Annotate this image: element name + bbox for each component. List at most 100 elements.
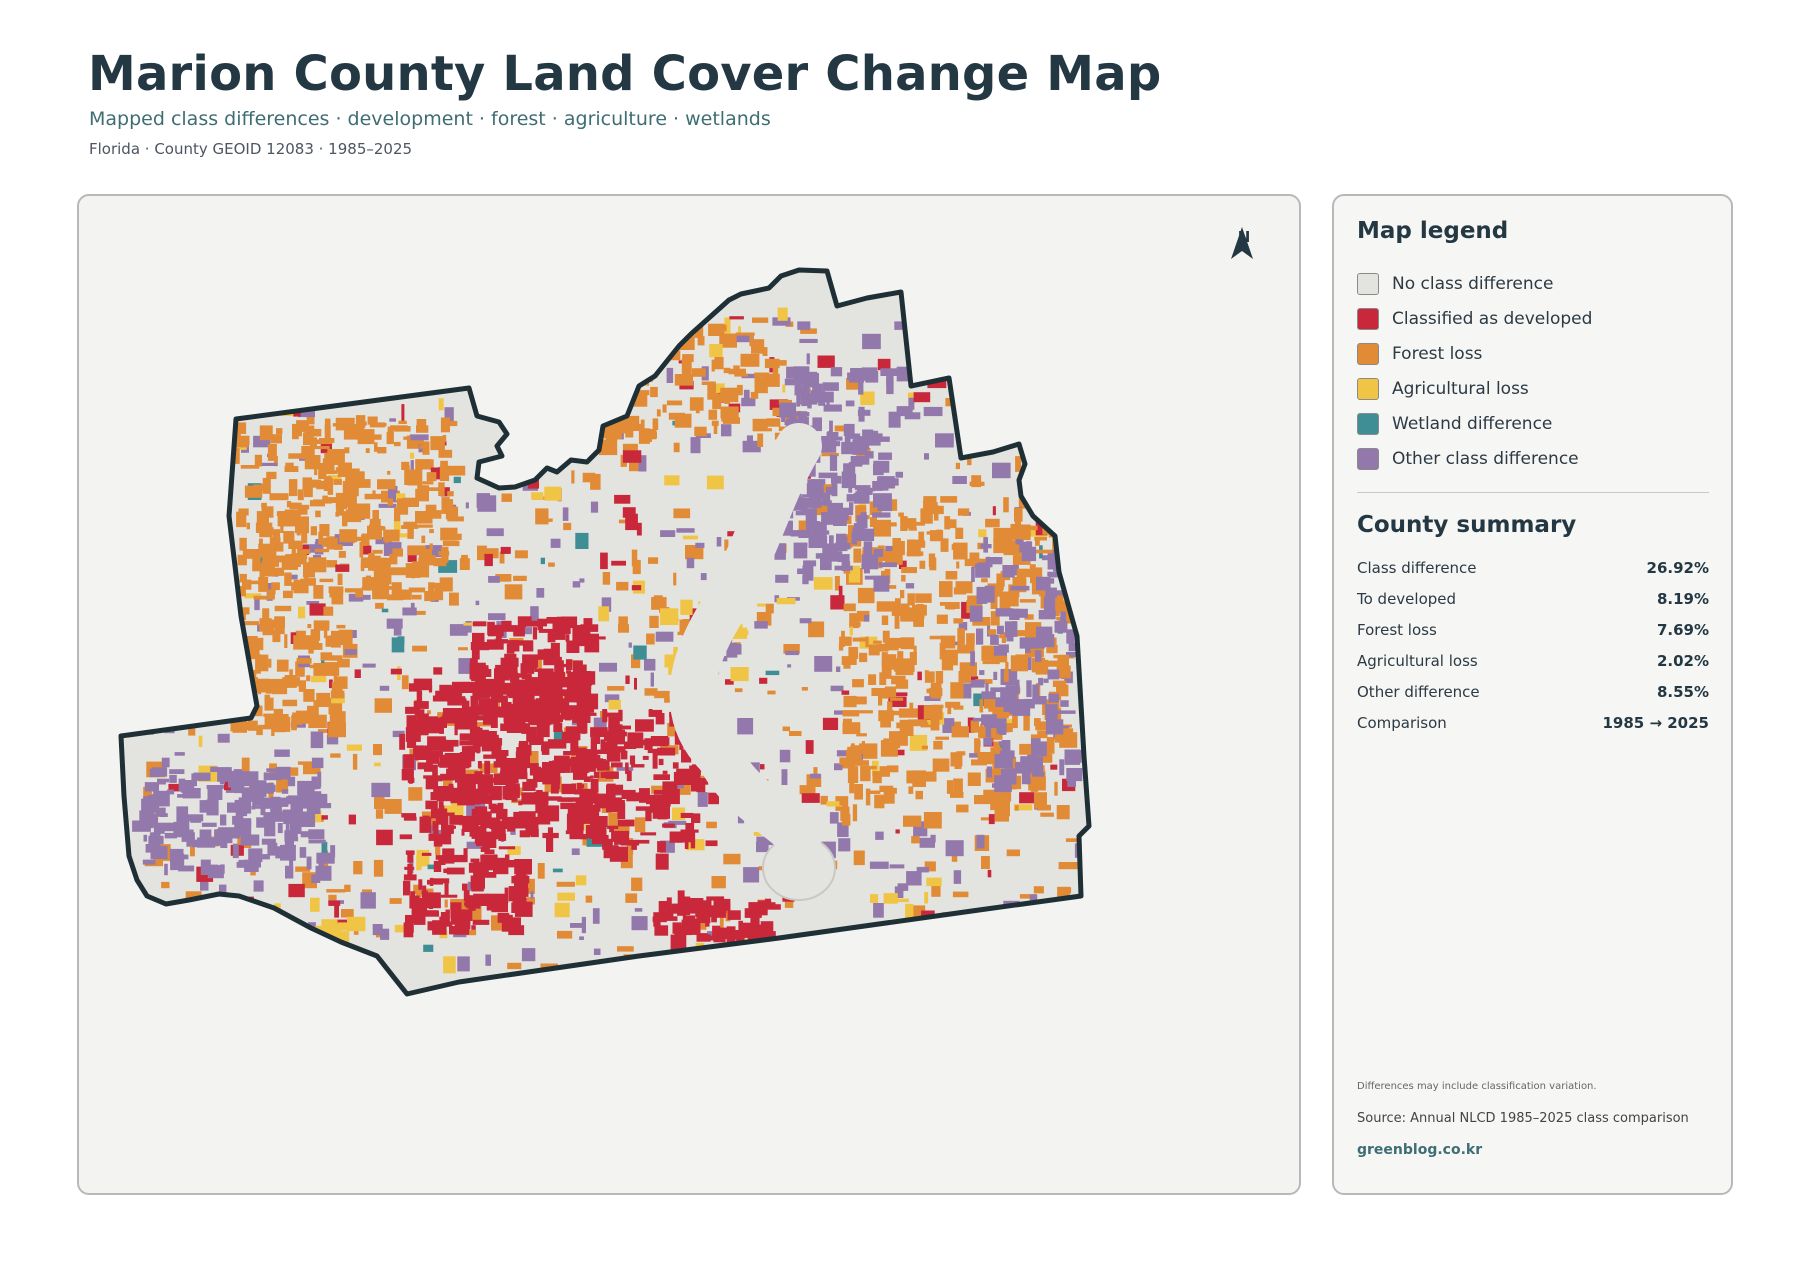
change-patch (641, 354, 660, 362)
change-patch (868, 790, 881, 794)
change-patch (864, 451, 874, 459)
change-patch (778, 399, 792, 405)
change-patch (501, 702, 512, 718)
change-patch (179, 486, 184, 500)
change-patch (458, 647, 468, 651)
change-patch (971, 475, 982, 488)
change-patch (1034, 549, 1054, 554)
change-patch (442, 739, 459, 747)
change-patch (662, 770, 668, 775)
change-patch (359, 541, 364, 558)
change-patch (765, 670, 780, 676)
change-patch (543, 656, 562, 666)
change-patch (964, 558, 977, 567)
change-patch (638, 455, 647, 472)
change-patch (300, 831, 310, 838)
change-patch (705, 921, 710, 927)
change-patch (337, 573, 343, 585)
change-patch (230, 384, 242, 394)
county-map[interactable] (79, 196, 1301, 1195)
change-patch (993, 527, 1012, 541)
change-patch (982, 660, 1000, 665)
change-patch (829, 420, 833, 432)
change-patch (776, 597, 796, 605)
change-patch (564, 434, 572, 439)
change-patch (513, 713, 522, 727)
change-patch (506, 917, 521, 926)
change-patch (285, 554, 301, 567)
change-patch (631, 877, 643, 891)
change-patch (280, 523, 284, 533)
change-patch (1065, 425, 1082, 433)
change-patch (1026, 680, 1032, 698)
change-patch (303, 689, 315, 702)
change-patch (669, 831, 683, 843)
change-patch (530, 713, 537, 725)
north-arrow: N (1229, 226, 1259, 259)
summary-value: 26.92% (1646, 558, 1709, 577)
change-patch (485, 954, 491, 966)
change-patch (240, 686, 253, 701)
change-patch (631, 916, 648, 931)
change-patch (410, 460, 414, 472)
change-patch (706, 896, 725, 901)
change-patch (853, 370, 858, 377)
change-patch (767, 690, 776, 695)
change-patch (577, 782, 582, 790)
change-patch (945, 701, 961, 708)
change-patch (473, 893, 489, 906)
change-patch (326, 955, 343, 961)
change-patch (257, 679, 262, 695)
change-patch (691, 813, 701, 823)
change-patch (1027, 401, 1045, 405)
change-patch (894, 661, 901, 672)
change-patch (381, 608, 389, 613)
change-patch (253, 435, 271, 448)
change-patch (346, 490, 357, 508)
change-patch (735, 332, 755, 336)
change-patch (415, 308, 434, 313)
change-patch (228, 337, 239, 347)
change-patch (585, 825, 597, 836)
change-patch (593, 735, 601, 744)
change-patch (940, 538, 949, 552)
change-patch (440, 773, 455, 781)
brand-link[interactable]: greenblog.co.kr (1357, 1142, 1483, 1158)
change-patch (389, 553, 398, 565)
change-patch (539, 687, 544, 702)
change-patch (598, 440, 607, 452)
change-patch (1009, 925, 1026, 939)
change-patch (908, 539, 915, 552)
change-patch (262, 513, 269, 524)
change-patch (584, 689, 591, 696)
change-patch (254, 454, 262, 467)
change-patch (684, 841, 689, 849)
change-patch (553, 730, 563, 746)
change-patch (713, 934, 726, 943)
change-patch (673, 771, 681, 785)
change-patch (942, 718, 955, 733)
change-patch (852, 473, 857, 486)
change-patch (657, 841, 666, 853)
map-panel[interactable]: N (77, 194, 1301, 1195)
change-patch (967, 456, 972, 466)
change-patch (488, 796, 493, 805)
change-patch (284, 634, 288, 648)
change-patch (502, 664, 507, 680)
change-patch (255, 805, 271, 809)
change-patch (304, 425, 315, 437)
change-patch (573, 748, 584, 754)
change-patch (505, 860, 519, 868)
change-patch (285, 821, 290, 837)
change-patch (807, 395, 812, 409)
change-patch (600, 338, 611, 349)
change-patch (711, 876, 726, 889)
change-patch (505, 789, 515, 801)
change-patch (1019, 894, 1037, 899)
page-meta: Florida · County GEOID 12083 · 1985–2025 (89, 140, 413, 158)
change-patch (578, 704, 583, 713)
change-patch (905, 583, 915, 589)
change-patch (173, 821, 183, 838)
change-patch (525, 288, 541, 294)
change-patch (266, 471, 277, 480)
